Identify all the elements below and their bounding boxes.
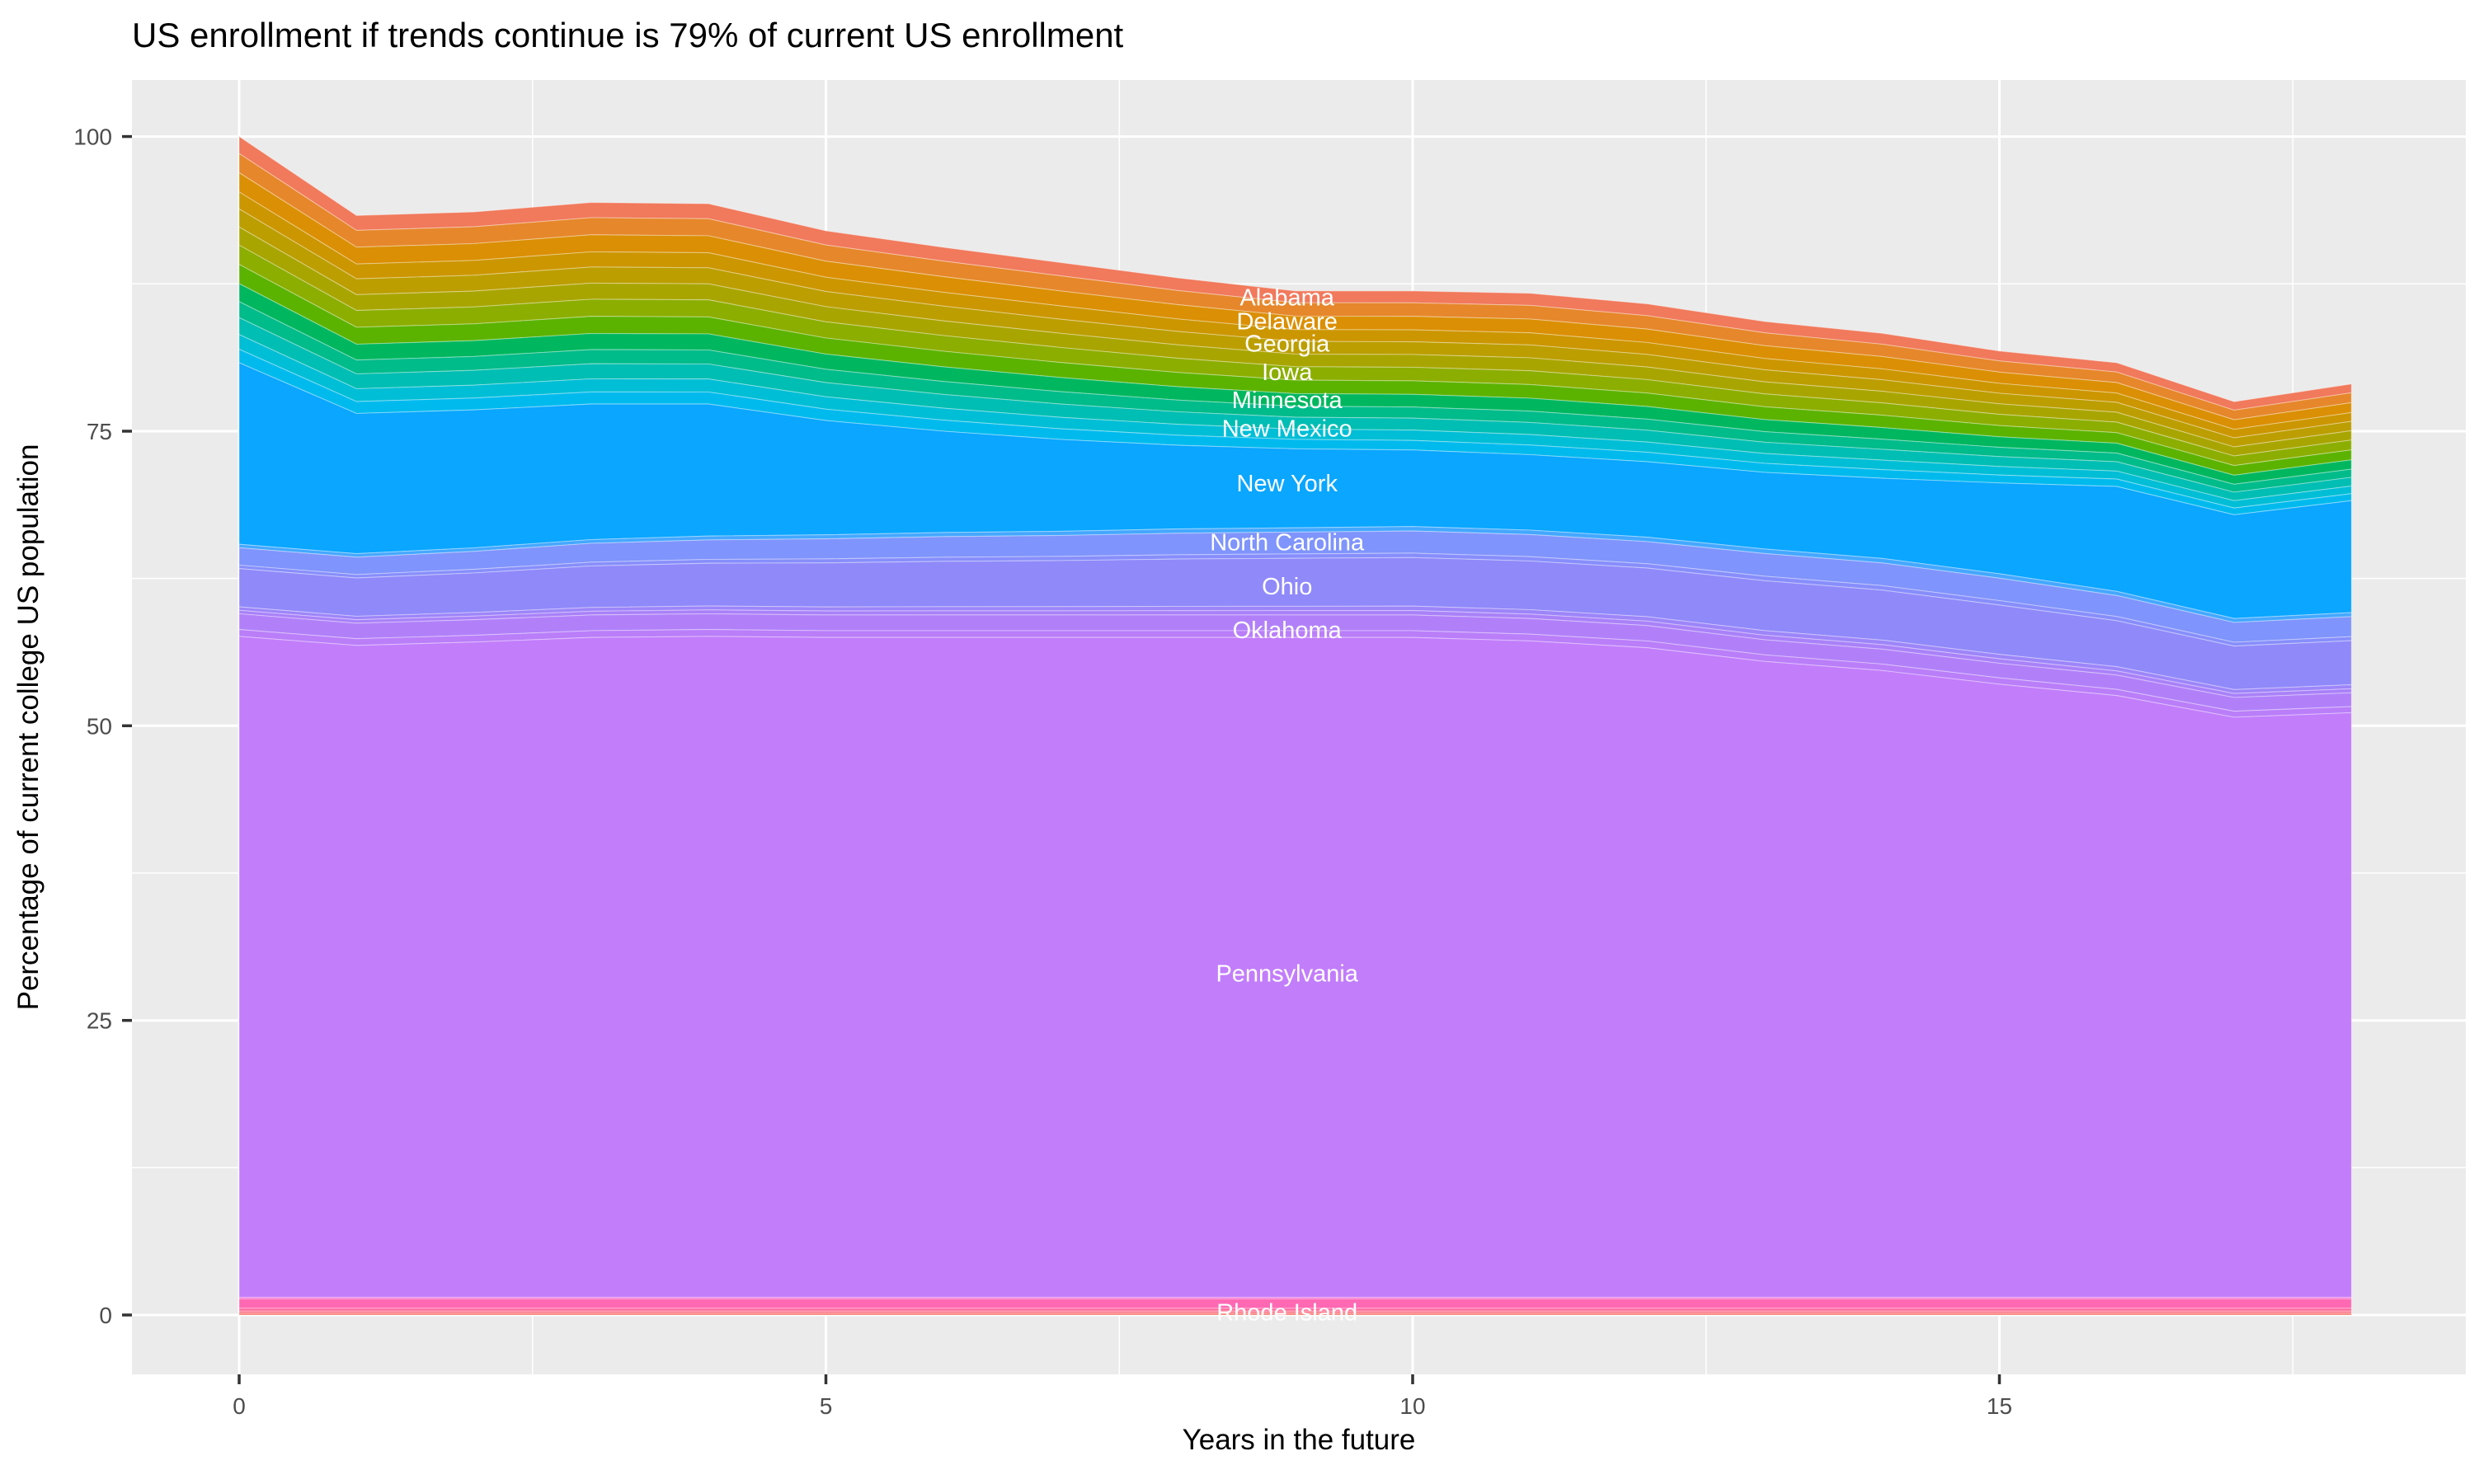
state-label-oklahoma: Oklahoma — [1233, 618, 1343, 644]
state-label-georgia: Georgia — [1244, 331, 1330, 358]
state-label-north-carolina: North Carolina — [1210, 529, 1365, 556]
y-tick-label-0: 0 — [99, 1303, 112, 1328]
state-label-minnesota: Minnesota — [1232, 387, 1343, 414]
y-tick-label-100: 100 — [73, 124, 112, 150]
plot-title: US enrollment if trends continue is 79% … — [132, 16, 1124, 54]
x-tick-label-0: 0 — [233, 1393, 246, 1419]
state-label-iowa: Iowa — [1262, 359, 1313, 386]
state-label-ohio: Ohio — [1262, 574, 1312, 600]
y-tick-label-75: 75 — [87, 419, 112, 444]
y-axis-title: Percentage of current college US populat… — [12, 444, 45, 1011]
x-tick-label-15: 15 — [1987, 1393, 2012, 1419]
y-tick-label-50: 50 — [87, 713, 112, 739]
state-label-delaware: Delaware — [1236, 308, 1338, 335]
x-axis-title: Years in the future — [1183, 1424, 1416, 1456]
stacked-area-bands — [238, 135, 2352, 1316]
state-label-alabama: Alabama — [1239, 285, 1334, 312]
state-label-new-york: New York — [1236, 471, 1338, 497]
state-label-pennsylvania: Pennsylvania — [1216, 961, 1358, 988]
state-label-rhode-island: Rhode Island — [1216, 1299, 1357, 1326]
state-label-new-mexico: New Mexico — [1222, 416, 1352, 442]
x-tick-label-5: 5 — [820, 1393, 833, 1419]
area-band-bottom-states-stripe-4 — [238, 1313, 2352, 1316]
axis-ticks: 0 25 50 75 100 0 5 10 15 — [73, 124, 2012, 1419]
x-tick-label-10: 10 — [1399, 1393, 1425, 1419]
y-tick-label-25: 25 — [87, 1008, 112, 1034]
